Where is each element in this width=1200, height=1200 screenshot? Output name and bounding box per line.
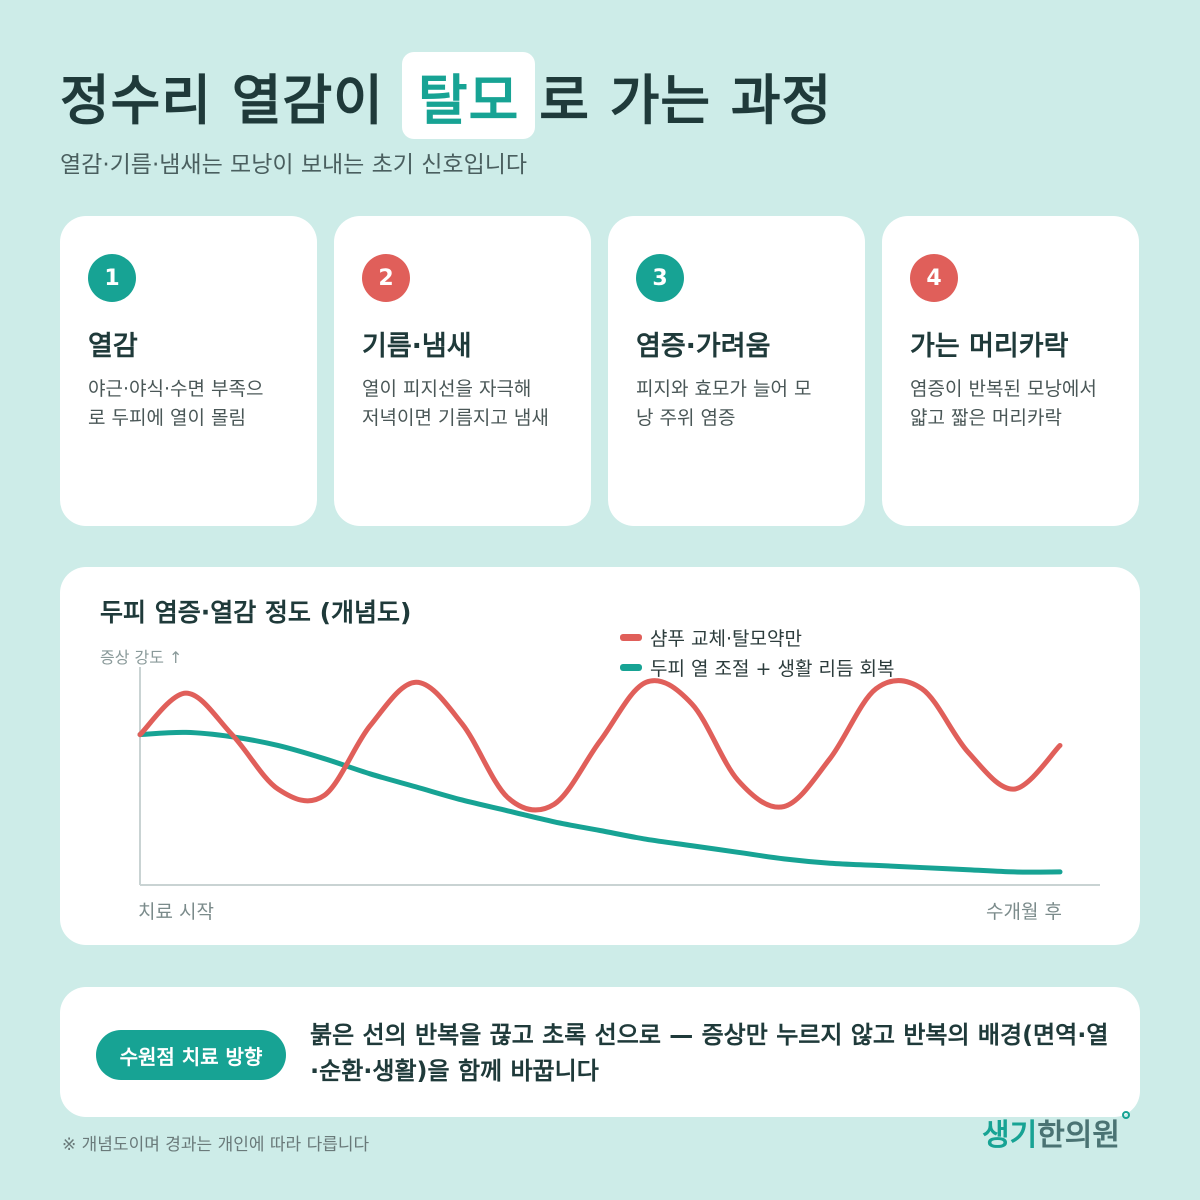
- step-card-1: 1 열감 야근·야식·수면 부족으 로 두피에 열이 몰림: [60, 216, 317, 526]
- step-title: 기름·냄새: [362, 331, 472, 362]
- step-number-badge: 2: [362, 254, 410, 302]
- step-description: 열이 피지선을 자극해 저녁이면 기름지고 냄새: [362, 375, 565, 433]
- x-axis-start-label: 치료 시작: [138, 901, 214, 923]
- step-description-line: 피지와 효모가 늘어 모: [636, 378, 812, 400]
- legend-swatch: [620, 633, 642, 641]
- treatment-note-text: 붉은 선의 반복을 끊고 초록 선으로 — 증상만 누르지 않고 반복의 배경(…: [310, 1021, 1109, 1085]
- step-description-line: 열이 피지선을 자극해: [362, 378, 532, 400]
- chart-panel: 두피 염증·열감 정도 (개념도) 증상 강도 ↑ 샴푸 교체·탈모약만 두피 …: [60, 567, 1140, 945]
- step-description-line: 야근·야식·수면 부족으: [88, 378, 264, 400]
- step-title: 열감: [88, 331, 138, 362]
- step-number-badge: 4: [910, 254, 958, 302]
- footnote: ※ 개념도이며 경과는 개인에 따라 다릅니다: [62, 1135, 370, 1155]
- legend-label: 샴푸 교체·탈모약만: [650, 627, 802, 650]
- step-description-line: 로 두피에 열이 몰림: [88, 407, 246, 429]
- legend-label: 두피 열 조절 + 생활 리듬 회복: [650, 657, 895, 680]
- legend-item: 두피 열 조절 + 생활 리듬 회복: [620, 652, 894, 682]
- treatment-note-panel: 수원점 치료 방향 붉은 선의 반복을 끊고 초록 선으로 — 증상만 누르지 …: [60, 987, 1140, 1117]
- legend-item: 샴푸 교체·탈모약만: [620, 622, 894, 652]
- page-title: 정수리 열감이 탈모 로 가는 과정: [60, 50, 832, 140]
- logo-part-1: 생기: [981, 1118, 1038, 1153]
- y-axis-label: 증상 강도 ↑: [100, 648, 183, 667]
- chart-title: 두피 염증·열감 정도 (개념도): [100, 598, 412, 627]
- logo-dot-icon: [1122, 1111, 1130, 1119]
- step-description-line: 저녁이면 기름지고 냄새: [362, 407, 549, 429]
- chart-legend: 샴푸 교체·탈모약만 두피 열 조절 + 생활 리듬 회복: [620, 622, 894, 682]
- step-number-badge: 1: [88, 254, 136, 302]
- step-description-line: 낭 주위 염증: [636, 407, 736, 429]
- series-line-scalp-care: [137, 729, 1063, 875]
- title-before: 정수리 열감이: [60, 68, 384, 132]
- title-after: 로 가는 과정: [539, 68, 833, 132]
- legend-swatch: [620, 663, 642, 671]
- clinic-logo: 생기 한의원: [982, 1110, 1130, 1154]
- x-axis-end-label: 수개월 후: [986, 901, 1062, 923]
- step-card-2: 2 기름·냄새 열이 피지선을 자극해 저녁이면 기름지고 냄새: [334, 216, 591, 526]
- step-description: 염증이 반복된 모낭에서 얇고 짧은 머리카락: [910, 375, 1113, 433]
- treatment-direction-badge: 수원점 치료 방향: [96, 1030, 286, 1080]
- step-card-4: 4 가는 머리카락 염증이 반복된 모낭에서 얇고 짧은 머리카락: [882, 216, 1139, 526]
- step-description-line: 염증이 반복된 모낭에서: [910, 378, 1097, 400]
- step-title: 염증·가려움: [636, 331, 771, 362]
- page-subtitle: 열감·기름·냄새는 모낭이 보내는 초기 신호입니다: [60, 152, 528, 178]
- series-line-shampoo-only: [137, 677, 1063, 813]
- step-description-line: 얇고 짧은 머리카락: [910, 407, 1062, 429]
- step-card-3: 3 염증·가려움 피지와 효모가 늘어 모 낭 주위 염증: [608, 216, 865, 526]
- step-description: 야근·야식·수면 부족으 로 두피에 열이 몰림: [88, 375, 291, 433]
- line-chart: [137, 667, 1100, 886]
- step-description: 피지와 효모가 늘어 모 낭 주위 염증: [636, 375, 839, 433]
- title-highlight: 탈모: [401, 51, 536, 139]
- step-number-badge: 3: [636, 254, 684, 302]
- logo-part-2: 한의원: [1037, 1118, 1120, 1153]
- step-title: 가는 머리카락: [910, 331, 1069, 362]
